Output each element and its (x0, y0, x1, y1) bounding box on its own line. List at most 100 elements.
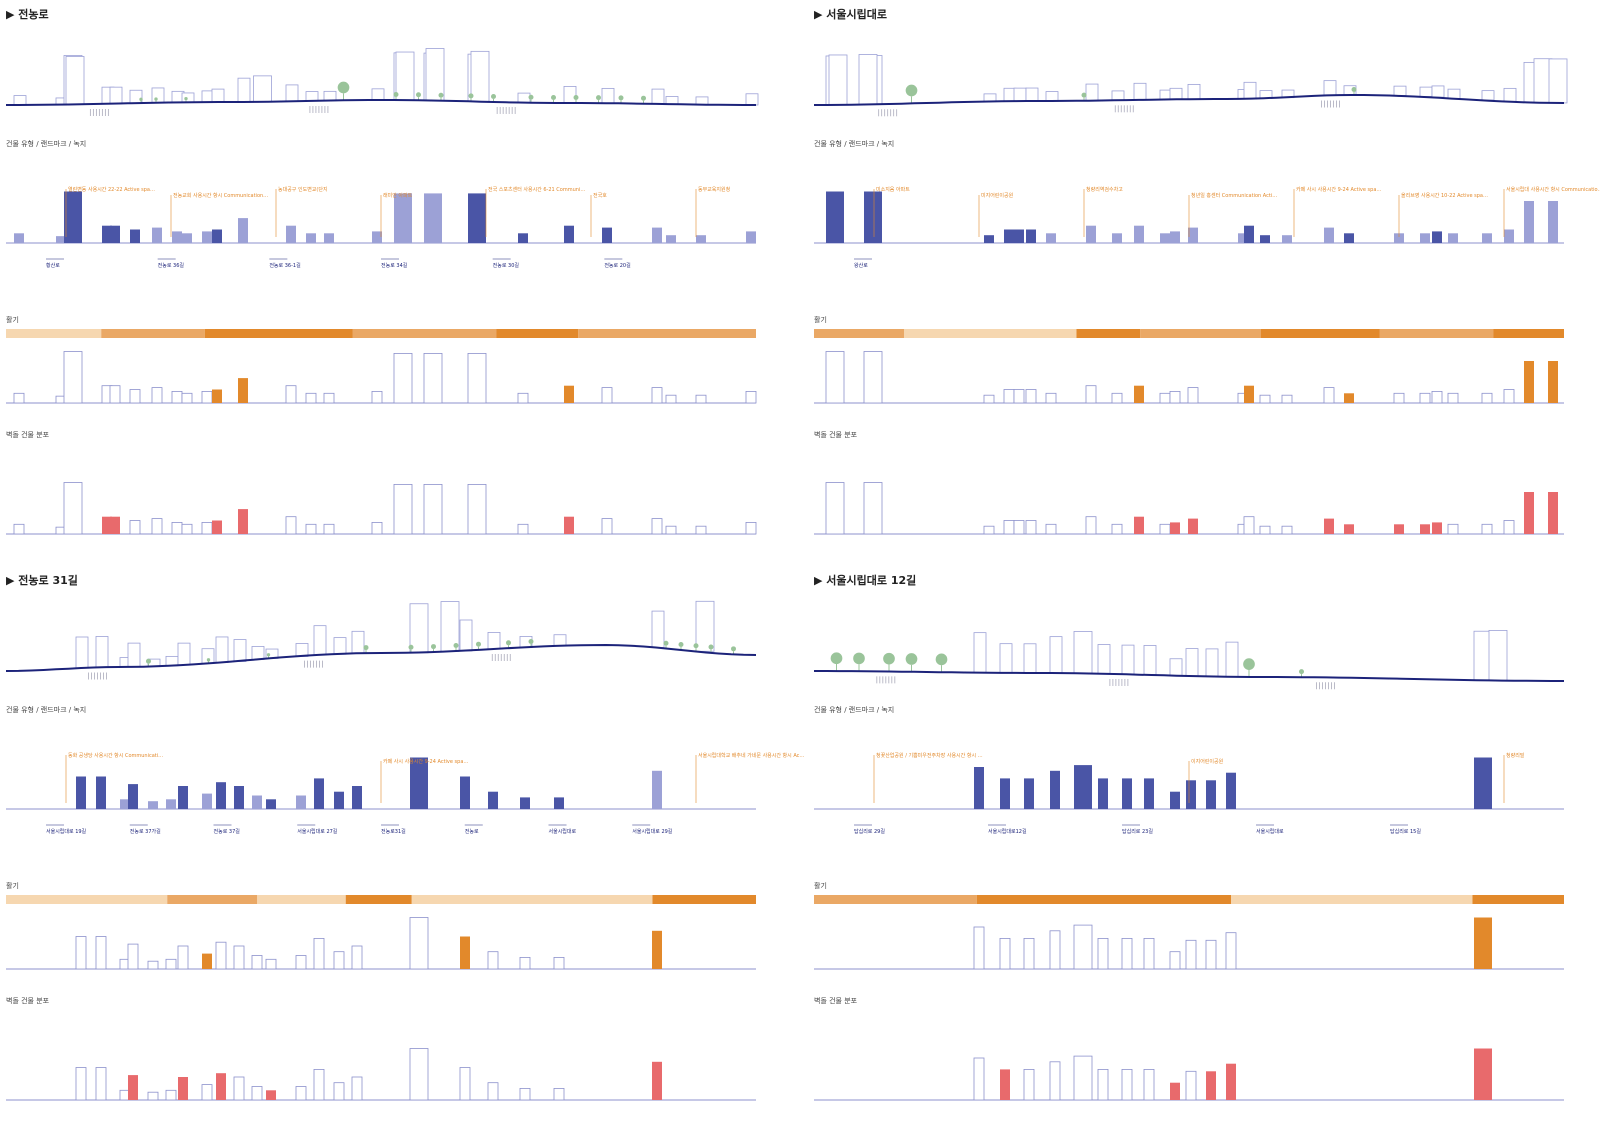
vitality-building (1281, 394, 1293, 404)
vitality-segment (1379, 329, 1494, 338)
mural-building (13, 523, 25, 535)
type-building (1134, 225, 1144, 243)
mural-building (601, 518, 613, 535)
tree (431, 644, 436, 650)
mural-building (1243, 516, 1255, 535)
type-building (1260, 235, 1270, 243)
mural-building (1548, 492, 1558, 534)
skyline-building (1013, 87, 1027, 102)
mural-building (1159, 523, 1171, 535)
street-label: 전농로 36-1길 (269, 262, 301, 269)
mural-building (238, 509, 248, 534)
vitality-building (1323, 387, 1335, 404)
type-building (602, 227, 612, 243)
tree (363, 645, 369, 651)
section-diagram: 동화 공생당 사용시간 항시 Communicati… 카페 사시 사용시간 9-… (5, 600, 804, 1101)
skyline-building (651, 88, 665, 105)
annotation-label: 미소지움 아파트 (876, 186, 910, 193)
skyline-building (109, 86, 123, 105)
skyline-building (323, 90, 337, 102)
vitality-building (313, 937, 325, 970)
skyline-building (470, 50, 490, 102)
terrain-road-line (814, 670, 1564, 682)
mural-building (201, 1084, 213, 1101)
terrain-road-line (5, 643, 757, 672)
type-building (266, 799, 276, 809)
annotation-label: 청량리빌 (1506, 752, 1525, 759)
vitality-building (129, 389, 141, 404)
type-building (1282, 235, 1292, 243)
skyline-building (127, 642, 141, 668)
mural-building (1503, 520, 1515, 535)
vitality-building (212, 389, 222, 403)
type-building (410, 757, 428, 809)
skyline-building (285, 84, 299, 102)
type-building (864, 191, 882, 243)
vitality-building (601, 387, 613, 404)
mural-building (151, 518, 163, 535)
street-label: 전농로31길 (381, 828, 406, 835)
mural-building (1432, 522, 1442, 534)
vitality-building (1481, 392, 1493, 404)
section-seoulsiripdae-ro: ▶ 서울시립대로 건물 유형 / 랜드마크 / 녹지 활기 벽돌 건물 분포 미… (808, 0, 1600, 560)
type-building (1144, 778, 1154, 809)
annotation-label: 서울시립대 사용시간 항시 Communicatio… (1506, 186, 1600, 193)
mural-building (1420, 524, 1430, 534)
skyline-building (395, 51, 415, 101)
type-building (1448, 233, 1458, 243)
skyline-building (215, 636, 229, 663)
vitality-building (973, 926, 985, 970)
skyline-building (1225, 641, 1239, 678)
mural-building (745, 522, 757, 535)
section-diagram: 청꽃산업공원 / 기쁨미우전주차장 사용시간 항시 … 이지어린이공원 청량리빌답십… (814, 630, 1564, 1101)
type-building (128, 784, 138, 809)
vitality-building (1187, 387, 1199, 404)
type-building (554, 797, 564, 809)
street-label: 서울시립대로 29길 (632, 828, 673, 835)
tree (453, 643, 459, 648)
vitality-building (1244, 385, 1254, 403)
skyline-building (1169, 658, 1183, 676)
vitality-building (1097, 937, 1109, 970)
mural-building (295, 1086, 307, 1101)
vitality-building (1025, 389, 1037, 404)
mural-building (371, 522, 383, 535)
annotation-label: 서울시립대학교 배추네 가네문 사용시간 항시 Ac… (698, 752, 804, 759)
skyline-building (828, 54, 848, 106)
vitality-building (409, 917, 429, 970)
vitality-building (1344, 393, 1354, 403)
vitality-segment (6, 329, 102, 338)
type-building (314, 778, 324, 809)
terrain-road-line (6, 99, 756, 106)
vitality-building (1185, 939, 1197, 970)
vitality-building (1003, 389, 1015, 404)
mural-building (1134, 516, 1144, 534)
mural-building (1023, 1068, 1035, 1101)
annotation-label: 동화 공생당 사용시간 항시 Communicati… (68, 752, 163, 759)
type-building (1046, 233, 1056, 243)
tree (146, 658, 151, 664)
type-building (424, 193, 442, 243)
mural-building (1474, 1048, 1492, 1100)
vitality-building (487, 951, 499, 970)
skyline-building (409, 603, 429, 654)
mural-building (1097, 1068, 1109, 1101)
type-building (974, 767, 984, 809)
type-building (652, 770, 662, 809)
vitality-segment (1231, 895, 1473, 904)
skyline-building (295, 643, 309, 657)
annotation-label: 전농교회 사용시간 항시 Communication… (173, 192, 268, 199)
vitality-building (238, 378, 248, 403)
vitality-building (1503, 389, 1515, 404)
annotation-label: 카페 사시 사용시간 9-24 Active spa… (383, 758, 468, 765)
street-label: 전농로 30길 (493, 262, 520, 269)
vitality-segment (1140, 329, 1261, 338)
skyline-building (1323, 80, 1337, 96)
skyline-building (251, 646, 265, 660)
annotation-label: 청년일 홍센터 Communication Acti… (1191, 192, 1277, 199)
skyline-building (211, 88, 225, 103)
mural-building (863, 482, 883, 535)
annotation-label: 래미안 아파트 (383, 192, 413, 199)
tree (206, 658, 211, 662)
skyline-building (177, 642, 191, 666)
